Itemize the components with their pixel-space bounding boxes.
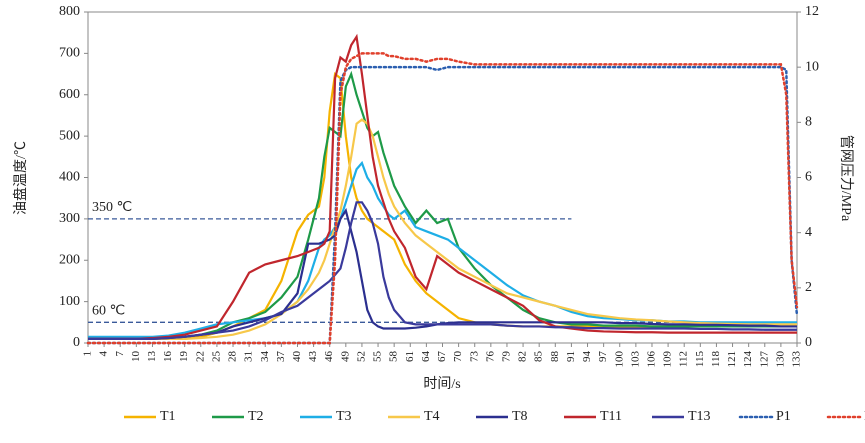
x-tick-label: 10: [130, 351, 142, 363]
plot-frame: [87, 11, 798, 344]
series-line: [88, 70, 797, 340]
series-line: [88, 118, 797, 340]
x-tick-label: 1: [82, 351, 94, 357]
x-axis-label: 时间/s: [423, 376, 460, 392]
legend-label: T4: [424, 409, 440, 424]
series-line: [88, 160, 797, 338]
y-tick-label: 500: [59, 128, 80, 143]
x-tick-label: 130: [774, 351, 786, 368]
x-tick-label: 43: [307, 351, 319, 363]
y-tick-label: 800: [59, 4, 80, 19]
legend-label: T8: [512, 409, 528, 424]
x-tick-label: 73: [468, 351, 480, 363]
y-tick-label: 600: [59, 87, 80, 102]
x-tick-label: 25: [210, 351, 222, 363]
x-tick-label: 67: [436, 351, 448, 363]
y2-tick-label: 0: [805, 335, 812, 350]
x-tick-label: 97: [597, 351, 609, 363]
y-tick-label: 300: [59, 211, 80, 226]
x-tick-label: 19: [178, 351, 190, 363]
x-tick-label: 46: [323, 351, 335, 363]
legend-label: T3: [336, 409, 352, 424]
y2-tick-label: 8: [805, 115, 812, 130]
y-axis-label: 油盘温度/℃: [12, 141, 29, 215]
x-tick-label: 70: [452, 351, 464, 363]
x-tick-label: 112: [678, 351, 690, 367]
y2-tick-label: 10: [805, 59, 819, 74]
x-tick-label: 4: [98, 351, 110, 357]
x-tick-label: 82: [517, 351, 529, 362]
x-tick-label: 13: [146, 351, 158, 363]
legend-label: T1: [160, 409, 176, 424]
x-tick-label: 76: [484, 351, 496, 363]
legend-label: T2: [248, 409, 264, 424]
y2-tick-label: 12: [805, 4, 819, 19]
y2-tick-label: 2: [805, 280, 812, 295]
x-tick-label: 100: [613, 351, 625, 368]
legend-label: T13: [688, 409, 711, 424]
x-tick-label: 124: [742, 351, 754, 368]
x-tick-label: 115: [694, 351, 706, 368]
reference-label: 350 ℃: [92, 200, 132, 215]
y-tick-label: 100: [59, 294, 80, 309]
x-tick-label: 55: [372, 351, 384, 363]
y-tick-label: 200: [59, 252, 80, 267]
y2-axis-label: 管网压力/MPa: [838, 135, 854, 222]
legend-label: P1: [776, 409, 791, 424]
x-tick-label: 49: [339, 351, 351, 363]
series-line: [86, 52, 799, 345]
x-tick-label: 7: [114, 351, 126, 357]
x-tick-label: 85: [533, 351, 545, 363]
x-tick-label: 16: [162, 351, 174, 363]
series-line: [88, 207, 797, 340]
x-tick-label: 106: [646, 351, 658, 368]
x-tick-label: 22: [194, 351, 206, 362]
x-tick-label: 28: [227, 351, 239, 363]
legend-label: T11: [600, 409, 622, 424]
reference-label: 60 ℃: [92, 304, 125, 319]
x-tick-label: 61: [404, 351, 416, 362]
x-tick-label: 40: [291, 351, 303, 363]
y-tick-label: 700: [59, 46, 80, 61]
series-line: [88, 33, 797, 340]
x-tick-label: 121: [726, 351, 738, 368]
x-tick-label: 64: [420, 351, 432, 363]
x-tick-label: 127: [758, 351, 770, 368]
y-tick-label: 0: [73, 335, 80, 350]
y2-tick-label: 4: [805, 225, 812, 240]
x-tick-label: 58: [388, 351, 400, 363]
x-tick-label: 79: [500, 351, 512, 363]
x-tick-label: 103: [629, 351, 641, 368]
x-tick-label: 88: [549, 351, 561, 363]
x-tick-label: 91: [565, 351, 577, 362]
series-line: [88, 72, 797, 340]
y2-tick-label: 6: [805, 170, 812, 185]
x-tick-label: 34: [259, 351, 271, 363]
x-tick-label: 133: [791, 351, 803, 368]
x-tick-label: 37: [275, 351, 287, 363]
x-tick-label: 94: [581, 351, 593, 363]
y-tick-label: 400: [59, 170, 80, 185]
x-tick-label: 109: [662, 351, 674, 368]
x-tick-label: 118: [710, 351, 722, 368]
x-tick-label: 31: [243, 351, 255, 362]
series-line: [86, 65, 799, 345]
x-tick-label: 52: [355, 351, 367, 362]
series-line: [88, 201, 797, 340]
